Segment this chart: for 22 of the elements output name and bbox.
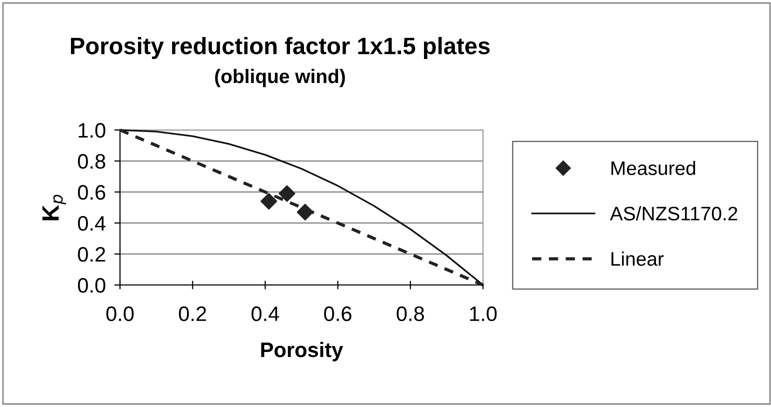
y-axis-title: K$_{p}$ [42, 194, 66, 220]
point [260, 193, 278, 210]
chart-subtitle: (oblique wind) [215, 68, 345, 88]
legend-label: AS/NZS1170.2 [610, 206, 738, 220]
y-tick-label: 0.2 [78, 247, 106, 262]
y-tick-label: 0.4 [78, 216, 106, 231]
x-tick-label: 0.6 [324, 306, 352, 322]
x-tick-label: 0.4 [252, 306, 280, 322]
y-tick-label: 0.0 [78, 278, 106, 293]
legend-label: Measured [612, 160, 696, 176]
x-tick-label: 0.2 [178, 306, 206, 322]
chart-title: Porosity reduction factor 1x1.5 plates [70, 36, 490, 60]
x-axis-title: Porosity [261, 342, 344, 362]
x-tick-label: 0.8 [396, 306, 424, 322]
point [278, 185, 296, 202]
y-tick-label: 0.6 [78, 185, 106, 200]
x-tick-label: 1.0 [470, 306, 497, 322]
legend-label: Linear [612, 252, 664, 266]
y-tick-label: 0.8 [78, 154, 106, 169]
y-tick-label: 1.0 [78, 123, 106, 138]
x-tick-label: 0.0 [106, 306, 134, 322]
point [296, 204, 314, 220]
